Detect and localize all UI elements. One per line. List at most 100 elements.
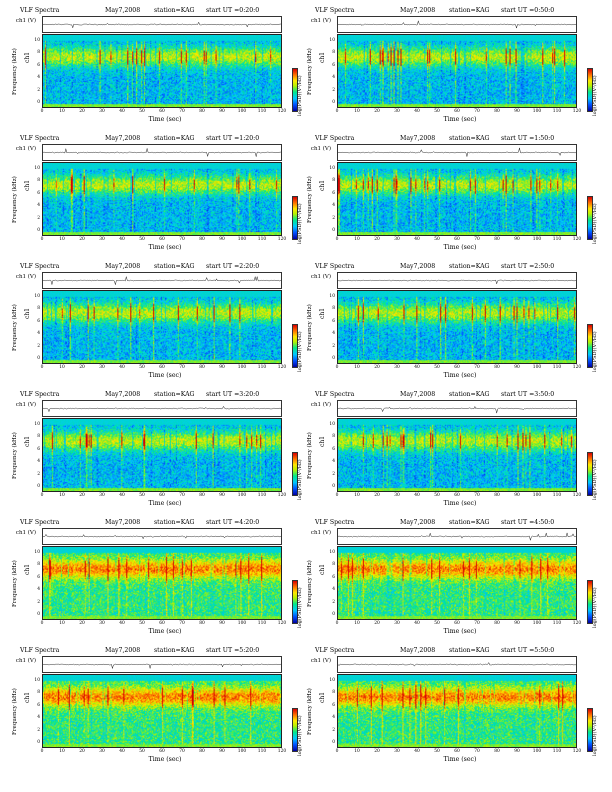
time-tick: 70 [474,621,480,626]
timeseries-label: ch1 (V) [15,274,36,280]
frequency-tick: 2 [332,471,335,477]
time-axis-label: Time (sec) [148,756,182,763]
time-tick: 0 [335,237,339,242]
time-tick: 60 [159,493,165,498]
frequency-ticks: 0 2 4 6 8 10 [325,290,335,364]
time-tick: 90 [219,109,225,114]
frequency-tick: 8 [332,178,335,184]
spectrogram-panel-5: VLF Spectra May7,2008 station=KAG start … [10,262,305,390]
frequency-tick: 0 [37,228,40,233]
time-tick: 50 [434,109,440,114]
time-tick: 70 [179,493,185,498]
time-tick: 40 [119,493,125,498]
panel-start-ut: start UT =5:20:0 [206,647,260,654]
panel-station: station=KAG [154,263,195,270]
time-tick: 20 [79,237,85,242]
frequency-tick: 8 [332,562,335,568]
panel-start-ut: start UT =0:20:0 [206,7,260,14]
spectrogram-canvas [338,163,576,235]
time-tick: 70 [179,109,185,114]
panel-header: VLF Spectra May7,2008 station=KAG start … [20,134,280,143]
time-tick: 30 [394,621,400,626]
time-tick: 100 [237,493,247,498]
frequency-ticks: 0 2 4 6 8 10 [30,290,40,364]
time-tick: 40 [414,749,420,754]
time-tick: 40 [414,237,420,242]
time-ticks: 0 10 20 30 40 50 60 70 80 90 100 110 120 [336,493,582,499]
spectrogram-panel-8: VLF Spectra May7,2008 station=KAG start … [305,390,600,518]
colorbar [587,196,593,240]
time-tick: 100 [532,237,542,242]
time-ticks: 0 10 20 30 40 50 60 70 80 90 100 110 120 [41,621,287,627]
time-tick: 20 [79,109,85,114]
panel-station: station=KAG [449,647,490,654]
panel-station: station=KAG [154,135,195,142]
time-tick: 120 [572,365,582,370]
timeseries-svg [43,663,281,669]
time-tick: 0 [40,749,44,754]
panel-date: May7,2008 [105,647,141,654]
colorbar-label: log(PSD)(V²/Hz) [297,75,303,116]
time-tick: 110 [552,493,562,498]
time-tick: 80 [494,493,500,498]
time-ticks: 0 10 20 30 40 50 60 70 80 90 100 110 120 [336,621,582,627]
panel-station: station=KAG [449,7,490,14]
time-tick: 110 [552,365,562,370]
time-tick: 110 [552,621,562,626]
time-tick: 10 [59,237,65,242]
time-axis-label: Time (sec) [443,116,477,123]
colorbar [587,324,593,368]
time-tick: 30 [394,237,400,242]
time-tick: 30 [99,109,105,114]
time-tick: 30 [99,493,105,498]
colorbar [292,452,298,496]
frequency-tick: 6 [37,702,40,708]
time-tick: 10 [59,749,65,754]
frequency-ticks: 0 2 4 6 8 10 [325,546,335,620]
frequency-tick: 6 [37,190,40,196]
time-ticks: 0 10 20 30 40 50 60 70 80 90 100 110 120 [41,237,287,243]
time-tick: 120 [277,109,287,114]
time-tick: 30 [394,493,400,498]
panel-date: May7,2008 [105,519,141,526]
frequency-tick: 2 [37,87,40,93]
frequency-tick: 8 [37,562,40,568]
frequency-tick: 2 [332,599,335,605]
panel-station: station=KAG [449,263,490,270]
time-tick: 100 [532,621,542,626]
time-tick: 100 [237,109,247,114]
time-tick: 40 [414,109,420,114]
time-ticks: 0 10 20 30 40 50 60 70 80 90 100 110 120 [335,237,582,243]
spectrogram-panel-9: VLF Spectra May7,2008 station=KAG start … [10,518,305,646]
colorbar-label: log(PSD)(V²/Hz) [297,715,303,756]
spectrogram-canvas [338,35,576,107]
frequency-tick: 0 [37,484,40,489]
timeseries-svg [338,405,576,414]
panel-date: May7,2008 [400,519,436,526]
timeseries-plot [42,144,282,161]
frequency-tick: 4 [332,331,335,337]
frequency-tick: 4 [37,459,40,465]
frequency-tick: 8 [332,690,335,696]
time-tick: 50 [434,749,440,754]
timeseries-plot [42,656,282,673]
frequency-tick: 8 [37,434,40,440]
spectrogram-panel-1: VLF Spectra May7,2008 station=KAG start … [10,6,305,134]
panel-header: VLF Spectra May7,2008 station=KAG start … [315,390,575,399]
frequency-tick: 6 [37,574,40,580]
spectrogram-panel-2: VLF Spectra May7,2008 station=KAG start … [305,6,600,134]
panel-date: May7,2008 [105,7,141,14]
time-ticks: 0 10 20 30 40 50 60 70 80 90 100 110 120 [41,109,287,115]
frequency-ticks: 0 2 4 6 8 10 [30,418,40,492]
time-tick: 110 [552,237,562,242]
spectrogram-panel-10: VLF Spectra May7,2008 station=KAG start … [305,518,600,646]
time-tick: 60 [454,493,460,498]
panel-date: May7,2008 [400,135,436,142]
frequency-tick: 10 [329,38,335,43]
time-tick: 10 [59,493,65,498]
colorbar-label: log(PSD)(V²/Hz) [592,587,598,628]
time-tick: 50 [434,493,440,498]
time-tick: 60 [454,109,460,114]
spectrogram-canvas [338,419,576,491]
